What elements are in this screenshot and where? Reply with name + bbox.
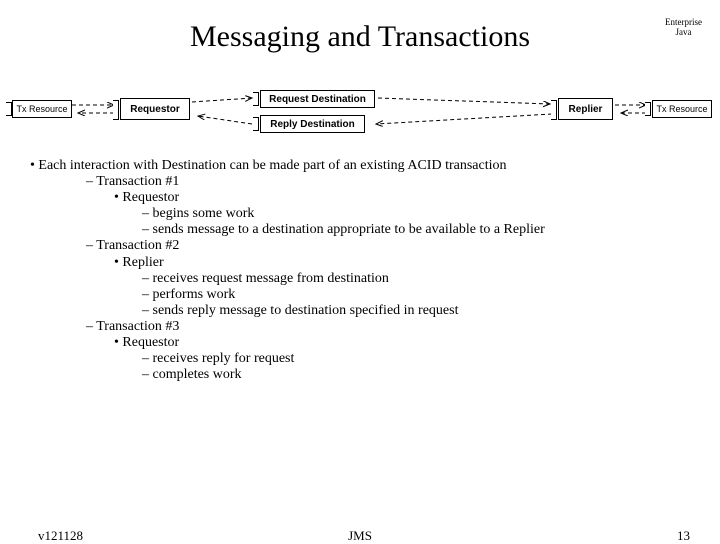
list-item: begins some work xyxy=(30,206,690,222)
page-title: Messaging and Transactions xyxy=(190,20,530,54)
requestor-box: Requestor xyxy=(120,98,190,120)
list-item: sends message to a destination appropria… xyxy=(30,222,690,238)
footer-version: v121128 xyxy=(38,528,83,544)
list-item: Transaction #2 xyxy=(30,238,690,254)
requestor-stub xyxy=(113,100,119,120)
footer-subject: JMS xyxy=(348,528,372,544)
corner-line2: Java xyxy=(676,27,692,37)
tx-resource-left: Tx Resource xyxy=(12,100,72,118)
list-item: Requestor xyxy=(30,190,690,206)
reply-destination-box: Reply Destination xyxy=(260,115,365,133)
corner-brand: Enterprise Java xyxy=(665,18,702,38)
list-item: receives reply for request xyxy=(30,351,690,367)
list-item: receives request message from destinatio… xyxy=(30,271,690,287)
list-item: Replier xyxy=(30,255,690,271)
diagram: Tx Resource Requestor Request Destinatio… xyxy=(0,80,720,150)
replier-stub xyxy=(551,100,557,120)
list-item: Requestor xyxy=(30,335,690,351)
list-item: Transaction #3 xyxy=(30,319,690,335)
list-item: performs work xyxy=(30,287,690,303)
replier-box: Replier xyxy=(558,98,613,120)
list-item: sends reply message to destination speci… xyxy=(30,303,690,319)
request-destination-box: Request Destination xyxy=(260,90,375,108)
txres-r-stub xyxy=(645,102,651,116)
corner-line1: Enterprise xyxy=(665,17,702,27)
rep-dest-stub xyxy=(253,117,259,131)
footer-page: 13 xyxy=(677,528,690,544)
content: Each interaction with Destination can be… xyxy=(0,150,720,383)
list-item: Transaction #1 xyxy=(30,174,690,190)
req-dest-stub xyxy=(253,92,259,106)
tx-resource-right: Tx Resource xyxy=(652,100,712,118)
list-item: Each interaction with Destination can be… xyxy=(30,158,690,174)
list-item: completes work xyxy=(30,367,690,383)
